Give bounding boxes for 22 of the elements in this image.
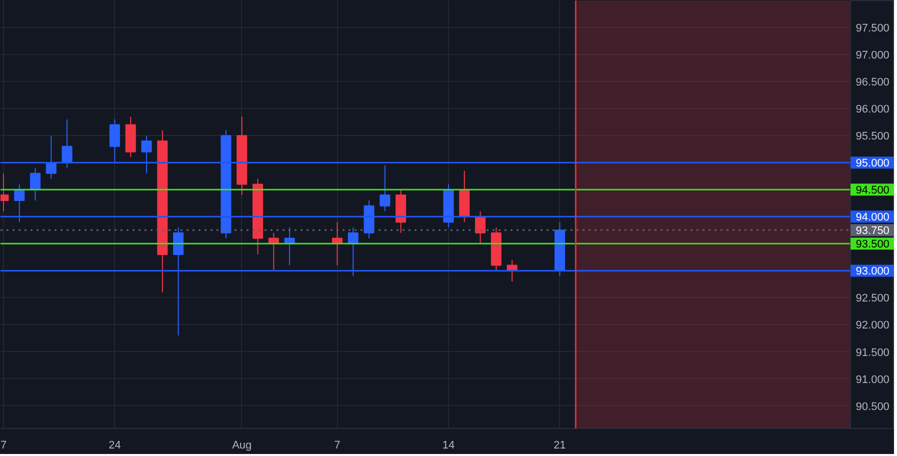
y-tick-label: 95.500	[856, 130, 890, 143]
x-tick-label: 24	[108, 440, 121, 452]
y-tick-label: 92.000	[856, 320, 890, 332]
y-tick-label: 97.000	[856, 50, 890, 62]
x-tick-label: Aug	[232, 440, 252, 452]
x-tick-label: 7	[334, 440, 340, 452]
y-tick-label: 92.500	[856, 292, 890, 305]
ref-line-label: 93.500	[856, 238, 890, 251]
y-tick-label: 97.500	[856, 22, 890, 35]
x-tick-label: 7	[0, 440, 7, 452]
y-tick-label: 96.000	[856, 104, 890, 116]
ref-line-label: 93.000	[856, 266, 890, 278]
x-tick-label: 21	[554, 440, 566, 452]
ref-line-label: 94.000	[856, 212, 890, 224]
y-tick-label: 91.500	[856, 346, 890, 359]
y-tick-label: 96.500	[856, 76, 890, 89]
ref-line-label: 94.500	[856, 184, 890, 197]
y-tick-label: 90.500	[856, 400, 890, 413]
ref-line-label: 95.000	[856, 158, 890, 170]
y-tick-label: 91.000	[856, 374, 890, 386]
x-tick-label: 14	[442, 440, 455, 452]
ref-line-label: 93.750	[856, 225, 890, 238]
